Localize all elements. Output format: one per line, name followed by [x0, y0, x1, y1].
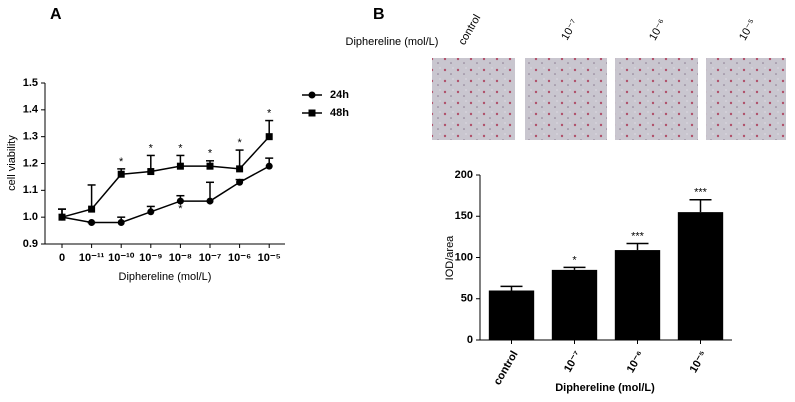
significance: * [267, 107, 272, 119]
bar [551, 269, 598, 340]
x-tick-label: 10⁻⁵ [688, 349, 710, 375]
image-caption: 10⁻⁷ [559, 17, 580, 42]
bar [488, 290, 535, 340]
image-caption: 10⁻⁶ [647, 17, 669, 43]
legend-label: 24h [330, 89, 349, 101]
bar [677, 212, 724, 340]
marker [88, 219, 96, 227]
y-tick-label: 1.4 [23, 104, 39, 116]
x-tick-label: 10⁻⁹ [139, 252, 162, 264]
x-tick-label: 10⁻¹⁰ [108, 252, 135, 264]
series-line [61, 165, 270, 224]
significance: * [572, 254, 577, 266]
significance: *** [631, 230, 645, 242]
y-tick-label: 1.2 [23, 157, 38, 169]
marker [265, 162, 273, 170]
y-axis-label: cell viability [6, 135, 18, 191]
significance: * [149, 142, 154, 154]
y-tick-label: 200 [455, 169, 473, 181]
marker [117, 170, 125, 178]
significance: * [178, 142, 183, 154]
x-tick-label: 10⁻⁸ [169, 252, 192, 264]
x-tick-label: 10⁻⁷ [199, 252, 222, 264]
series-line [61, 136, 270, 218]
significance: * [208, 148, 213, 160]
y-tick-label: 150 [455, 210, 473, 222]
bar [614, 250, 661, 340]
image-caption: 10⁻⁵ [737, 17, 759, 43]
significance: * [237, 137, 242, 149]
y-axis-label: IOD/area [444, 235, 456, 281]
x-tick-label: 10⁻⁵ [258, 252, 281, 264]
micrograph [615, 58, 698, 140]
image-caption: control [456, 13, 483, 48]
significance: * [178, 203, 183, 215]
legend-marker [308, 91, 316, 99]
x-tick-label: 10⁻⁶ [228, 252, 251, 264]
micrograph [432, 58, 515, 140]
marker [147, 208, 155, 216]
marker [206, 197, 214, 205]
marker [88, 205, 96, 213]
marker [236, 165, 244, 173]
micrograph [525, 58, 607, 140]
significance: *** [694, 187, 708, 199]
x-tick-label: 10⁻⁷ [562, 349, 584, 375]
x-axis-label: Diphereline (mol/L) [119, 271, 212, 283]
y-tick-label: 50 [461, 293, 473, 305]
micrographs [432, 58, 786, 140]
marker [236, 178, 244, 186]
legend-marker [308, 109, 316, 117]
panel-label: A [50, 6, 62, 23]
legend-label: 48h [330, 107, 349, 119]
marker [176, 197, 184, 205]
y-tick-label: 0.9 [23, 238, 38, 250]
x-tick-label: 10⁻¹¹ [79, 252, 105, 264]
x-tick-label: control [492, 349, 521, 387]
marker [117, 219, 125, 227]
x-tick-label: 0 [59, 252, 65, 264]
x-axis-label: Diphereline (mol/L) [555, 382, 655, 394]
panel-label: B [373, 6, 385, 23]
y-tick-label: 1.3 [23, 131, 38, 143]
y-tick-label: 1.0 [23, 211, 38, 223]
y-tick-label: 1.1 [23, 184, 38, 196]
marker [176, 162, 184, 170]
marker [58, 213, 66, 221]
y-tick-label: 1.5 [23, 77, 38, 89]
significance: * [119, 156, 124, 168]
marker [206, 162, 214, 170]
image-axis-label: Diphereline (mol/L) [346, 36, 439, 48]
x-tick-label: 10⁻⁶ [625, 349, 647, 375]
y-tick-label: 0 [467, 334, 473, 346]
micrograph [706, 58, 786, 140]
y-tick-label: 100 [455, 251, 473, 263]
marker [265, 133, 273, 141]
marker [147, 168, 155, 176]
